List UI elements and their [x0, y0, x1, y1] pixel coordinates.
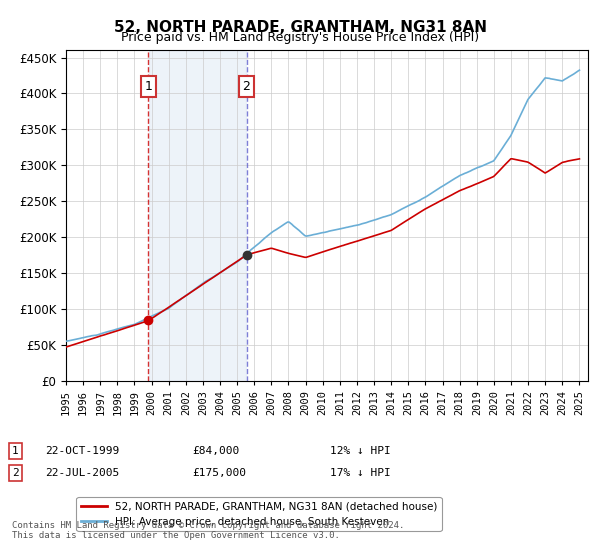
Text: 17% ↓ HPI: 17% ↓ HPI: [330, 468, 391, 478]
Text: 12% ↓ HPI: 12% ↓ HPI: [330, 446, 391, 456]
Text: 1: 1: [145, 80, 152, 94]
Text: £175,000: £175,000: [192, 468, 246, 478]
Text: 22-OCT-1999: 22-OCT-1999: [45, 446, 119, 456]
Text: 52, NORTH PARADE, GRANTHAM, NG31 8AN: 52, NORTH PARADE, GRANTHAM, NG31 8AN: [113, 20, 487, 35]
Text: 2: 2: [12, 468, 19, 478]
Text: 1: 1: [12, 446, 19, 456]
Text: Price paid vs. HM Land Registry's House Price Index (HPI): Price paid vs. HM Land Registry's House …: [121, 31, 479, 44]
Text: Contains HM Land Registry data © Crown copyright and database right 2024.
This d: Contains HM Land Registry data © Crown c…: [12, 521, 404, 540]
Legend: 52, NORTH PARADE, GRANTHAM, NG31 8AN (detached house), HPI: Average price, detac: 52, NORTH PARADE, GRANTHAM, NG31 8AN (de…: [76, 497, 442, 531]
Text: 22-JUL-2005: 22-JUL-2005: [45, 468, 119, 478]
Text: £84,000: £84,000: [192, 446, 239, 456]
Text: 2: 2: [242, 80, 250, 94]
